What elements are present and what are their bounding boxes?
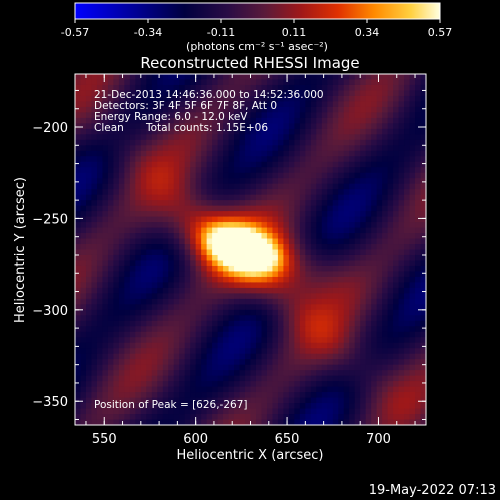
colorbar: -0.57 -0.34 -0.11 0.11 0.34 0.57 (photons cm⁻… — [61, 2, 452, 53]
x-tick-labels: 550 600 650 700 — [92, 432, 391, 447]
info-method: Clean — [94, 122, 124, 134]
x-tick-label: 700 — [366, 432, 391, 447]
info-time-range: 21-Dec-2013 14:46:36.000 to 14:52:36.000 — [94, 89, 324, 101]
x-tick-label: 600 — [183, 432, 208, 447]
peak-position-label: Position of Peak = [626,-267] — [94, 399, 248, 411]
y-axis-label: Heliocentric Y (arcsec) — [13, 177, 28, 323]
image-title: Reconstructed RHESSI Image — [140, 54, 359, 72]
colorbar-tick-label: 0.57 — [428, 26, 453, 39]
x-tick-label: 550 — [92, 432, 117, 447]
x-tick-label: 650 — [275, 432, 300, 447]
info-block: 21-Dec-2013 14:46:36.000 to 14:52:36.000… — [94, 89, 324, 134]
axis-ticks — [75, 74, 426, 425]
colorbar-units-label: (photons cm⁻² s⁻¹ asec⁻²) — [186, 40, 328, 53]
colorbar-tick-label: -0.11 — [207, 26, 235, 39]
colorbar-tick-label: -0.34 — [134, 26, 162, 39]
footer-timestamp: 19-May-2022 07:13 — [369, 483, 496, 498]
x-axis-label: Heliocentric X (arcsec) — [177, 448, 324, 463]
image-pixels — [75, 74, 426, 425]
colorbar-tick-label: -0.57 — [61, 26, 89, 39]
y-tick-label: −300 — [32, 304, 68, 319]
y-tick-labels: −200 −250 −300 −350 — [32, 121, 68, 410]
y-tick-label: −250 — [32, 212, 68, 227]
info-detectors: Detectors: 3F 4F 5F 6F 7F 8F, Att 0 — [94, 100, 277, 112]
info-energy-range: Energy Range: 6.0 - 12.0 keV — [94, 111, 248, 123]
colorbar-gradient — [74, 2, 441, 20]
colorbar-tick-label: 0.34 — [355, 26, 380, 39]
y-tick-label: −350 — [32, 395, 68, 410]
colorbar-tick-label: 0.11 — [282, 26, 307, 39]
colorbar-ticks: -0.57 -0.34 -0.11 0.11 0.34 0.57 — [61, 19, 452, 39]
y-tick-label: −200 — [32, 121, 68, 136]
plot-area — [75, 74, 426, 425]
info-total-counts: Total counts: 1.15E+06 — [145, 122, 268, 134]
